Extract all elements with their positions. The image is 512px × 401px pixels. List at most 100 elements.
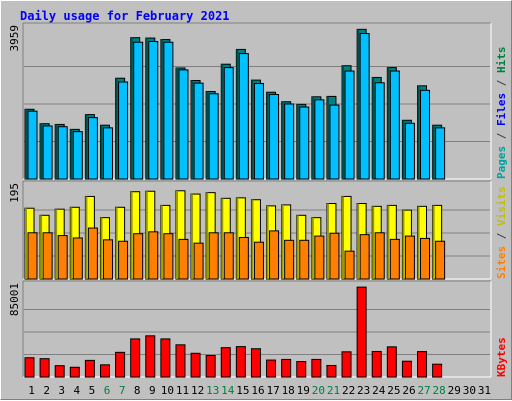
day-label-30: 30	[463, 384, 476, 397]
bar-shade	[236, 49, 239, 179]
bar-bot-kbytes-day-16	[250, 348, 261, 378]
bar-shade	[160, 205, 163, 279]
bar-shade	[251, 80, 254, 179]
day-label-25: 25	[387, 384, 400, 397]
bar-top-files-day-7	[118, 81, 129, 180]
day-label-13: 13	[206, 384, 219, 397]
bar-bot-kbytes-day-12	[190, 352, 201, 378]
bar-top-files-day-27	[420, 89, 431, 180]
bar-shade	[266, 205, 269, 279]
legend-entry: /	[495, 126, 508, 146]
bar-shade	[326, 203, 329, 279]
bar-shade	[387, 205, 390, 279]
bar-shade	[145, 38, 148, 180]
panel-mid-legend: Sites / Visits	[495, 186, 508, 279]
bar-bot-kbytes-day-9	[145, 335, 156, 378]
day-label-15: 15	[236, 384, 249, 397]
day-label-18: 18	[282, 384, 295, 397]
day-label-19: 19	[297, 384, 310, 397]
day-label-11: 11	[176, 384, 189, 397]
bar-shade	[251, 199, 254, 279]
bar-bot-kbytes-day-13	[205, 355, 216, 378]
bar-shade	[145, 191, 148, 279]
panel-top-ymax-label: 3959	[8, 25, 21, 52]
bar-mid-sites-day-28	[435, 240, 446, 280]
bar-mid-sites-day-11	[178, 238, 189, 280]
bar-shade	[281, 204, 284, 279]
bar-top-files-day-6	[102, 127, 113, 180]
day-label-8: 8	[134, 384, 141, 397]
day-label-5: 5	[89, 384, 96, 397]
bar-mid-sites-day-16	[253, 241, 264, 280]
bar-mid-sites-day-3	[57, 235, 68, 280]
bar-bot-kbytes-day-18	[281, 358, 292, 378]
bar-mid-sites-day-9	[148, 231, 159, 280]
day-label-6: 6	[104, 384, 111, 397]
day-label-9: 9	[149, 384, 156, 397]
legend-entry: Files	[495, 93, 508, 126]
day-label-27: 27	[417, 384, 430, 397]
day-label-20: 20	[312, 384, 325, 397]
bar-bot-kbytes-day-20	[311, 358, 322, 378]
bar-shade	[25, 109, 27, 179]
bar-shade	[70, 207, 73, 279]
bar-bot-kbytes-day-22	[341, 351, 352, 378]
bar-top-files-day-19	[299, 106, 310, 180]
bar-mid-sites-day-13	[208, 232, 219, 280]
day-label-24: 24	[372, 384, 386, 397]
bar-shade	[221, 198, 224, 279]
bar-top-files-day-25	[389, 70, 400, 180]
bar-top-files-day-5	[87, 117, 98, 180]
bar-shade	[372, 77, 375, 179]
bar-bot-kbytes-day-19	[296, 361, 307, 378]
bar-top-files-day-16	[253, 83, 264, 180]
bar-mid-sites-day-25	[389, 238, 400, 280]
bar-mid-sites-day-8	[133, 233, 144, 280]
day-label-29: 29	[448, 384, 461, 397]
bar-mid-sites-day-10	[163, 233, 174, 280]
bar-top-files-day-8	[133, 41, 144, 180]
bar-top-files-day-18	[284, 103, 295, 180]
bar-mid-sites-day-15	[238, 236, 249, 280]
day-label-26: 26	[402, 384, 415, 397]
bar-shade	[432, 205, 435, 279]
bar-mid-sites-day-17	[269, 230, 280, 280]
chart-title: Daily usage for February 2021	[20, 9, 230, 23]
bar-mid-sites-day-21	[329, 232, 340, 280]
bar-shade	[387, 67, 390, 179]
bar-shade	[266, 92, 269, 179]
bar-mid-sites-day-26	[404, 235, 415, 280]
panel-mid-ymax-label: 195	[8, 183, 21, 203]
bar-bot-kbytes-day-27	[417, 351, 428, 378]
bar-shade	[357, 29, 360, 179]
legend-entry: /	[495, 226, 508, 246]
bar-top-files-day-11	[178, 69, 189, 180]
day-label-12: 12	[191, 384, 204, 397]
bar-bot-kbytes-day-25	[386, 346, 397, 378]
bar-shade	[130, 191, 133, 279]
bar-bot-kbytes-day-5	[84, 359, 95, 378]
bar-shade	[191, 194, 194, 279]
bar-shade	[296, 215, 299, 279]
bar-top-files-day-20	[314, 99, 325, 180]
bar-bot-kbytes-day-11	[175, 344, 186, 378]
bar-shade	[206, 192, 209, 279]
bar-shade	[100, 125, 103, 179]
bar-mid-sites-day-18	[284, 239, 295, 280]
legend-entry: KBytes	[495, 337, 508, 377]
bar-top-files-day-4	[72, 131, 83, 180]
bar-top-files-day-2	[42, 125, 53, 180]
bar-shade	[357, 203, 360, 279]
bar-top-files-day-15	[238, 53, 249, 180]
bar-top-files-day-9	[148, 40, 159, 180]
bar-shade	[417, 206, 420, 279]
panel-bot-legend: KBytes	[495, 337, 508, 377]
day-label-17: 17	[266, 384, 279, 397]
bar-top-files-day-23	[359, 33, 370, 180]
bar-shade	[311, 217, 314, 279]
bar-bot-kbytes-day-3	[54, 365, 65, 378]
panel-top-legend: Pages / Files / Hits	[495, 47, 508, 180]
day-label-21: 21	[327, 384, 340, 397]
legend-entry: Pages	[495, 146, 508, 179]
bar-top-files-day-24	[374, 82, 385, 180]
